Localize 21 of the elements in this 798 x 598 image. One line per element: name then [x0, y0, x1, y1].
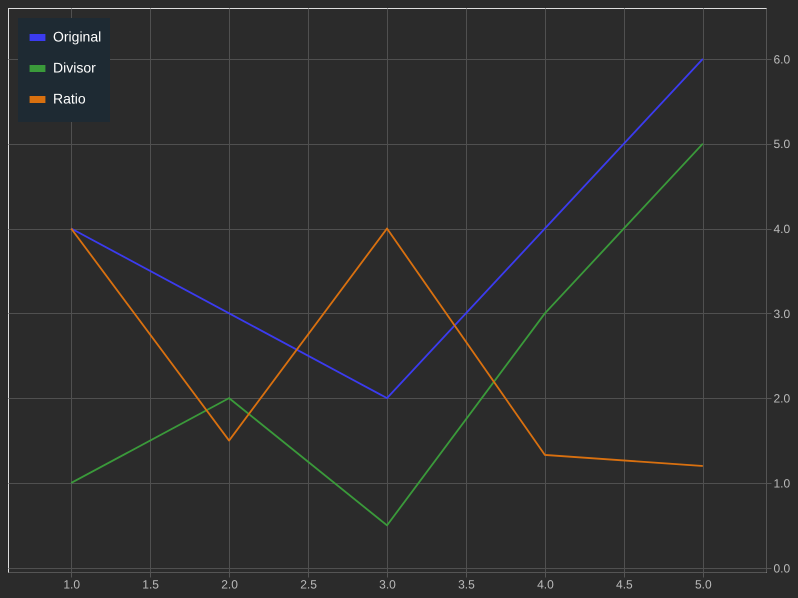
y-tick-label: 4.0 [774, 222, 791, 236]
x-tick-label: 3.0 [379, 578, 396, 592]
y-tick-label: 5.0 [774, 137, 791, 152]
line-series [70, 228, 704, 467]
line-series [70, 142, 704, 526]
legend-label: Original [53, 28, 102, 44]
x-tick-label: 3.5 [458, 578, 476, 592]
y-tick-label: 6.0 [774, 52, 791, 66]
x-tick-label: 1.5 [142, 578, 160, 592]
x-tick-label: 1.0 [63, 578, 80, 592]
x-tick-label: 4.5 [616, 578, 634, 592]
y-tick-label: 1.0 [774, 476, 791, 490]
y-tick-label: 0.0 [774, 561, 791, 576]
legend-label: Ratio [53, 90, 86, 106]
y-tick-label: 2.0 [774, 392, 791, 406]
x-tick-label: 4.0 [537, 578, 554, 592]
y-tick-label: 3.0 [774, 306, 791, 321]
x-tick-label: 5.0 [694, 578, 712, 592]
legend-label: Divisor [53, 60, 96, 76]
x-tick-label: 2.5 [300, 578, 318, 592]
x-tick-label: 2.0 [221, 578, 238, 592]
